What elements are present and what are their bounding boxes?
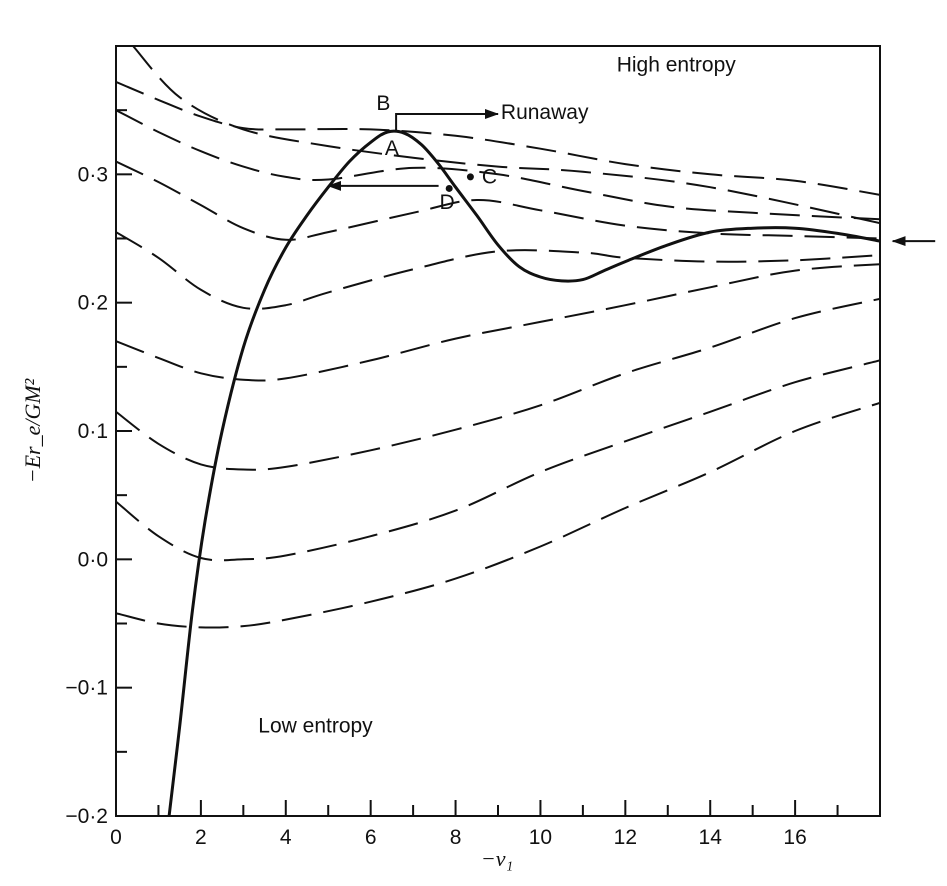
x-tick-label: 14 — [699, 826, 723, 849]
x-tick-label: 8 — [450, 826, 462, 849]
annotation: Low entropy — [258, 715, 373, 738]
arrows — [327, 109, 936, 247]
equilibrium-curve — [167, 129, 880, 816]
annotations: High entropy Low entropy Runaway AB C D — [258, 54, 736, 738]
arrow-runaway — [395, 109, 499, 132]
dashed-curve-7 — [116, 297, 880, 471]
annotation: A — [385, 137, 399, 160]
dashed-curve-8 — [116, 359, 880, 562]
x-tick-label: 2 — [195, 826, 207, 849]
plot-frame — [115, 45, 881, 817]
x-tick-label: 10 — [529, 826, 552, 849]
x-axis-title: −ν₁ — [481, 846, 513, 871]
x-tick-label: 16 — [783, 826, 806, 849]
annotation: D — [439, 191, 454, 214]
y-tick-label: 0·2 — [78, 292, 108, 315]
ticks — [115, 45, 881, 817]
dashed-curve-9 — [116, 401, 880, 629]
annotation: C — [482, 165, 497, 188]
x-tick-label: 0 — [110, 826, 122, 849]
dashed-curve-4 — [116, 160, 880, 241]
y-tick-label: −0·2 — [65, 805, 108, 828]
y-tick-label: −0·1 — [65, 677, 108, 700]
curves — [116, 46, 880, 816]
y-tick-label: 0·0 — [78, 548, 108, 571]
annotation: Runaway — [501, 101, 589, 124]
y-axis-title: −Er_e/GM² — [20, 378, 45, 483]
x-tick-label: 4 — [280, 826, 292, 849]
dashed-curve-3 — [116, 109, 880, 221]
point-C — [466, 173, 474, 181]
dashed-curve-5 — [116, 231, 880, 310]
x-tick-label: 6 — [365, 826, 377, 849]
point-D — [445, 184, 453, 192]
markers — [445, 173, 474, 192]
dashed-curve-1 — [132, 46, 880, 225]
dashed-curve-6 — [116, 263, 880, 382]
y-tick-label: 0·3 — [78, 163, 108, 186]
annotation: B — [376, 92, 390, 115]
x-tick-label: 12 — [614, 826, 637, 849]
y-tick-label: 0·1 — [78, 420, 108, 443]
tick-labels: 0 2 4 6 8 10 12 14 16 0·3 0·2 0·1 0·0 −0·1 −0·2 — [65, 163, 806, 849]
dashed-curve-2 — [116, 80, 880, 196]
annotation: High entropy — [617, 54, 737, 77]
